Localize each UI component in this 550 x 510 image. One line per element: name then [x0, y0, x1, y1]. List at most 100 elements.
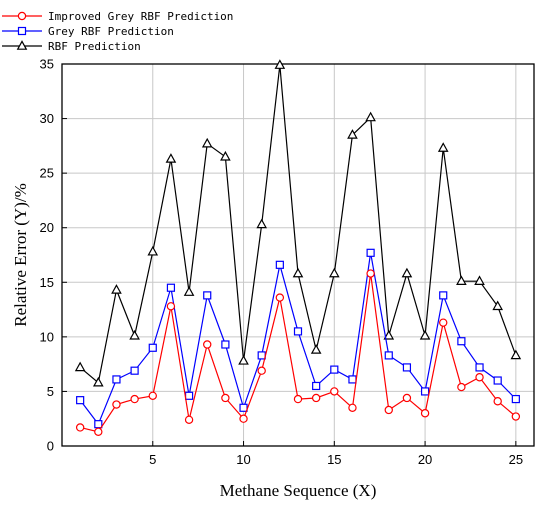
data-point	[148, 343, 157, 352]
legend-label: Improved Grey RBF Prediction	[48, 10, 233, 23]
data-point	[129, 329, 140, 340]
x-tick-label: 10	[236, 452, 250, 467]
data-point	[275, 293, 285, 302]
y-tick-label: 15	[40, 275, 54, 290]
legend-entry: RBF Prediction	[2, 40, 141, 53]
data-point	[420, 409, 430, 418]
data-point	[330, 365, 339, 374]
legend-marker	[16, 40, 28, 50]
data-point	[492, 300, 504, 311]
data-point	[112, 400, 121, 409]
x-tick-label: 20	[418, 452, 432, 467]
data-point	[239, 403, 248, 412]
series-2	[76, 248, 520, 429]
data-point	[203, 291, 212, 300]
data-point	[257, 366, 266, 375]
data-point	[275, 260, 284, 269]
y-axis-title: Relative Error (Y)/%	[11, 183, 30, 327]
data-point	[111, 284, 122, 294]
data-point	[457, 337, 466, 346]
data-point	[310, 344, 322, 354]
x-tick-label: 25	[509, 452, 523, 467]
data-point	[384, 405, 393, 415]
data-point	[148, 391, 157, 400]
data-point	[147, 245, 159, 256]
axis-ticks: 5 10 15 20 25 0 5 10 15 20 25 30 35	[40, 57, 524, 468]
grid-lines	[62, 64, 534, 446]
data-point	[420, 387, 430, 396]
data-point	[330, 387, 339, 396]
data-point	[238, 355, 249, 365]
data-point	[493, 376, 502, 385]
data-point	[221, 340, 230, 349]
data-point	[292, 267, 304, 278]
data-point	[474, 275, 485, 285]
data-point	[184, 391, 194, 400]
data-point	[221, 393, 230, 403]
data-point	[165, 153, 177, 163]
data-point	[348, 375, 357, 384]
data-point	[366, 269, 375, 278]
y-tick-label: 0	[47, 439, 54, 454]
y-tick-label: 30	[40, 111, 54, 126]
data-point	[419, 329, 431, 340]
series-3	[74, 59, 522, 387]
data-point	[239, 414, 248, 423]
series-line	[80, 273, 517, 433]
x-tick-label: 15	[327, 452, 341, 467]
x-axis-title: Methane Sequence (X)	[220, 481, 377, 500]
data-point	[402, 363, 412, 372]
data-point	[201, 137, 213, 148]
data-point	[383, 329, 395, 340]
data-point	[348, 403, 357, 412]
data-point	[94, 427, 103, 437]
data-point	[439, 318, 448, 327]
data-point	[439, 291, 448, 300]
data-point	[457, 382, 466, 392]
data-point	[347, 129, 358, 139]
data-point	[312, 381, 321, 391]
legend-marker	[17, 26, 27, 36]
data-point	[184, 415, 194, 425]
data-point	[475, 363, 484, 372]
y-tick-label: 25	[40, 166, 54, 181]
data-point	[203, 340, 212, 349]
data-point	[94, 420, 103, 429]
data-point	[257, 351, 266, 360]
legend-marker	[17, 11, 27, 21]
data-point	[92, 376, 104, 387]
data-point	[511, 412, 521, 421]
data-point	[112, 375, 121, 384]
data-point	[293, 394, 303, 404]
data-point	[475, 373, 484, 382]
y-tick-label: 5	[47, 384, 54, 399]
data-point	[293, 327, 303, 336]
data-point	[256, 218, 268, 229]
data-point	[384, 351, 393, 360]
series-group	[74, 59, 522, 437]
data-point	[437, 142, 449, 152]
data-point	[328, 267, 340, 278]
data-point	[166, 283, 176, 292]
y-tick-label: 35	[40, 57, 54, 72]
legend: Improved Grey RBF Prediction Grey RBF Pre…	[2, 10, 233, 53]
data-point	[365, 111, 376, 122]
data-point	[401, 267, 413, 278]
data-point	[366, 248, 375, 257]
data-point	[402, 393, 412, 403]
data-point	[311, 393, 321, 403]
data-point	[220, 150, 231, 161]
legend-label: Grey RBF Prediction	[48, 25, 174, 38]
data-point	[456, 275, 467, 285]
legend-entry: Grey RBF Prediction	[2, 25, 174, 38]
data-point	[511, 394, 520, 404]
data-point	[166, 302, 176, 311]
data-point	[76, 396, 85, 405]
data-point	[130, 394, 139, 404]
data-point	[183, 286, 195, 296]
data-point	[75, 423, 85, 432]
data-point	[493, 397, 502, 406]
data-point	[274, 59, 286, 69]
data-point	[130, 366, 139, 375]
